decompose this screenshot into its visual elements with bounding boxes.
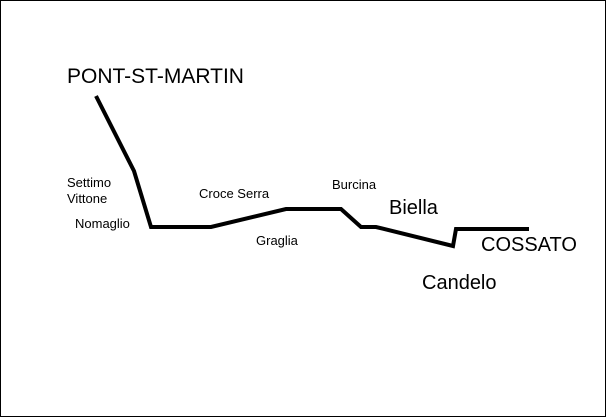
place-label-graglia: Graglia (256, 233, 298, 248)
place-label-vittone: Vittone (67, 191, 108, 206)
place-label-biella: Biella (389, 197, 438, 219)
place-label-settimo: Settimo (67, 175, 112, 190)
place-label-nomaglio: Nomaglio (75, 216, 130, 231)
route-line (94, 95, 529, 249)
place-label-pont-st-martin: PONT-ST-MARTIN (67, 65, 244, 88)
place-label-candelo: Candelo (422, 272, 497, 294)
place-label-cossato: COSSATO (481, 234, 577, 256)
place-label-burcina: Burcina (332, 177, 377, 192)
place-label-croce-serra: Croce Serra (199, 186, 270, 201)
